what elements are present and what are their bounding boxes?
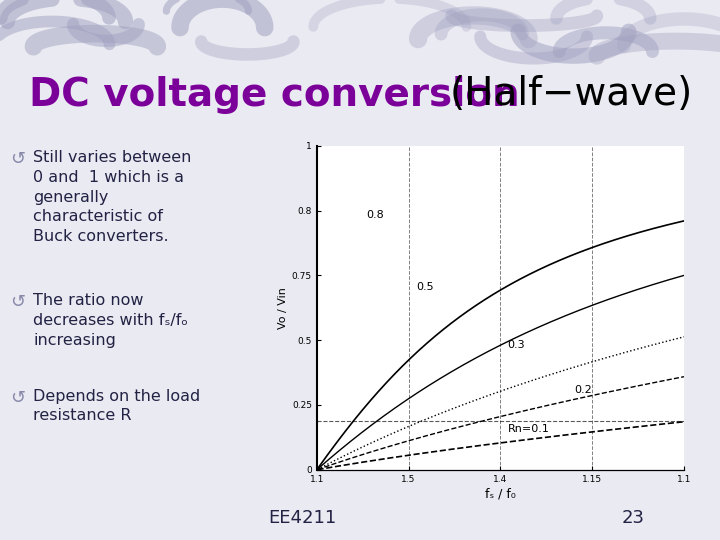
Text: Depends on the load
resistance R: Depends on the load resistance R: [33, 389, 200, 423]
Text: ↺: ↺: [10, 389, 25, 407]
Text: 23: 23: [622, 509, 645, 527]
Text: DC voltage conversion: DC voltage conversion: [29, 76, 519, 113]
Text: ↺: ↺: [10, 293, 25, 311]
Text: (Half−wave): (Half−wave): [450, 76, 693, 113]
Y-axis label: Vo / Vin: Vo / Vin: [278, 287, 288, 329]
Text: Rn=0.1: Rn=0.1: [508, 424, 549, 434]
Text: 0.2: 0.2: [574, 386, 592, 395]
Text: 0.8: 0.8: [366, 211, 384, 220]
Text: EE4211: EE4211: [269, 509, 336, 527]
Text: 0.5: 0.5: [416, 282, 433, 292]
Text: ↺: ↺: [10, 150, 25, 168]
Text: Still varies between
0 and  1 which is a
generally
characteristic of
Buck conver: Still varies between 0 and 1 which is a …: [33, 150, 192, 244]
Text: 0.3: 0.3: [508, 340, 526, 350]
Text: The ratio now
decreases with fₛ/fₒ
increasing: The ratio now decreases with fₛ/fₒ incre…: [33, 293, 188, 348]
X-axis label: fₛ / f₀: fₛ / f₀: [485, 488, 516, 501]
